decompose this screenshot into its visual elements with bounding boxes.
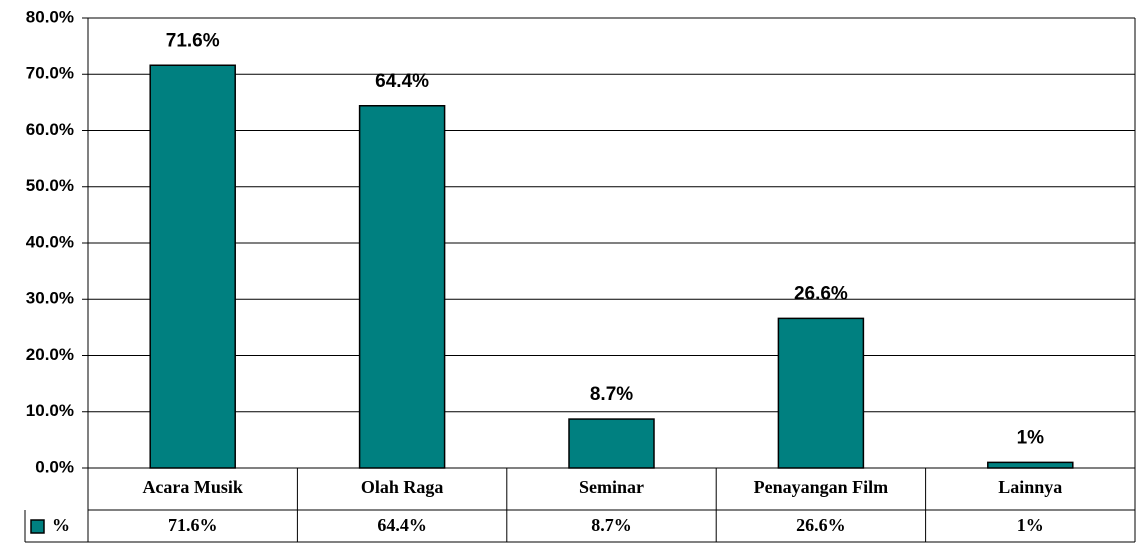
bar: [987, 461, 1074, 469]
legend-key: [30, 519, 45, 534]
table-value: 64.4%: [377, 515, 427, 535]
x-tick-label: Penayangan Film: [754, 477, 889, 497]
data-label: 8.7%: [590, 384, 633, 405]
y-tick-label: 60.0%: [26, 120, 74, 139]
y-tick-label: 80.0%: [26, 7, 74, 26]
table-value: 1%: [1017, 515, 1044, 535]
x-tick-label: Seminar: [579, 477, 644, 497]
data-label: 64.4%: [375, 71, 429, 92]
table-value: 26.6%: [796, 515, 846, 535]
y-tick-label: 40.0%: [26, 232, 74, 251]
y-tick-label: 70.0%: [26, 64, 74, 83]
table-value: 71.6%: [168, 515, 218, 535]
y-tick-label: 50.0%: [26, 176, 74, 195]
y-tick-label: 0.0%: [35, 457, 74, 476]
x-tick-label: Lainnya: [998, 477, 1062, 497]
y-tick-label: 20.0%: [26, 345, 74, 364]
data-label: 1%: [1017, 427, 1045, 448]
x-tick-label: Olah Raga: [361, 477, 444, 497]
legend-label: %: [52, 515, 70, 535]
table-value: 8.7%: [591, 515, 632, 535]
x-tick-label: Acara Musik: [142, 477, 243, 497]
data-label: 26.6%: [794, 283, 848, 304]
bar: [149, 64, 236, 469]
data-label: 71.6%: [166, 30, 220, 51]
bar: [777, 317, 865, 469]
y-tick-label: 10.0%: [26, 401, 74, 420]
bar: [358, 105, 446, 469]
bar: [568, 418, 655, 469]
y-tick-label: 30.0%: [26, 289, 74, 308]
